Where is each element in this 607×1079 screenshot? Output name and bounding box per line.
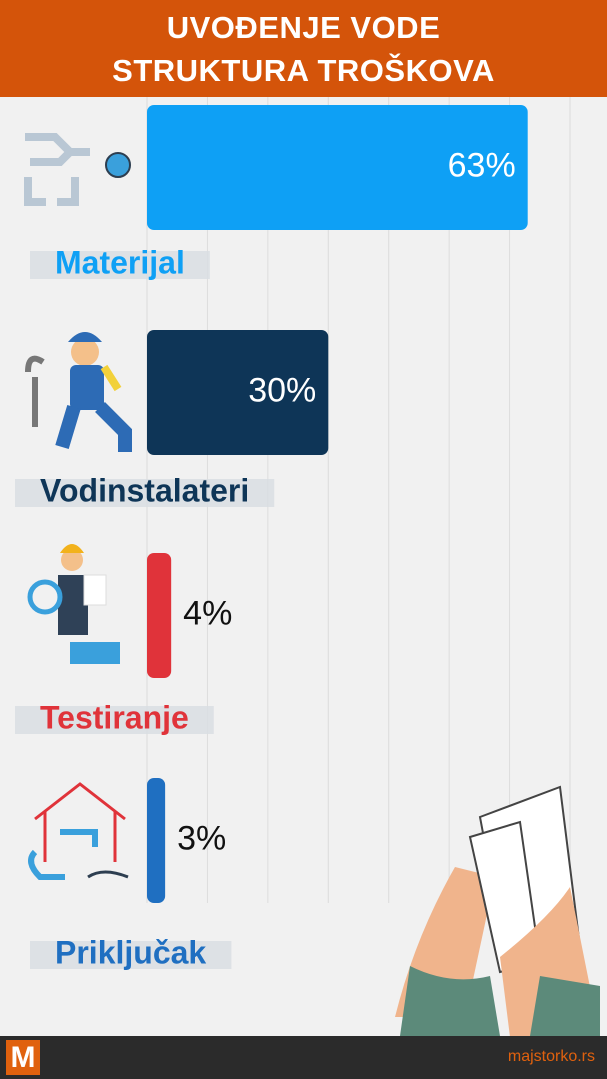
pipes-icon xyxy=(24,133,131,206)
header: UVOĐENJE VODE STRUKTURA TROŠKOVA xyxy=(0,0,607,97)
plumber-icon xyxy=(25,332,132,452)
label-background xyxy=(15,706,214,734)
receipt-illustration xyxy=(395,785,600,1036)
category-label: Vodinstalateri xyxy=(40,472,249,508)
category-label: Priključak xyxy=(55,934,206,970)
footer: M majstorko.rs xyxy=(0,1036,607,1079)
bar xyxy=(147,105,528,230)
tester-icon xyxy=(27,544,120,664)
label-background xyxy=(30,251,210,279)
logo: M xyxy=(6,1040,40,1075)
value-label: 30% xyxy=(248,371,316,409)
value-label: 3% xyxy=(177,819,226,857)
value-label: 4% xyxy=(183,594,232,632)
label-background xyxy=(30,941,232,969)
bar xyxy=(147,553,172,678)
value-label: 63% xyxy=(448,146,516,184)
chart-title: UVOĐENJE VODE STRUKTURA TROŠKOVA xyxy=(112,9,495,88)
house-tap-icon xyxy=(28,782,129,880)
category-label: Materijal xyxy=(55,244,185,280)
bar xyxy=(147,330,329,455)
chart: 63% Materijal 30% Vodinstalateri 4% Testiranj… xyxy=(15,97,600,1036)
site-link: majstorko.rs xyxy=(507,1048,595,1065)
category-label: Testiranje xyxy=(40,699,189,735)
bar xyxy=(147,778,166,903)
label-background xyxy=(15,479,275,507)
